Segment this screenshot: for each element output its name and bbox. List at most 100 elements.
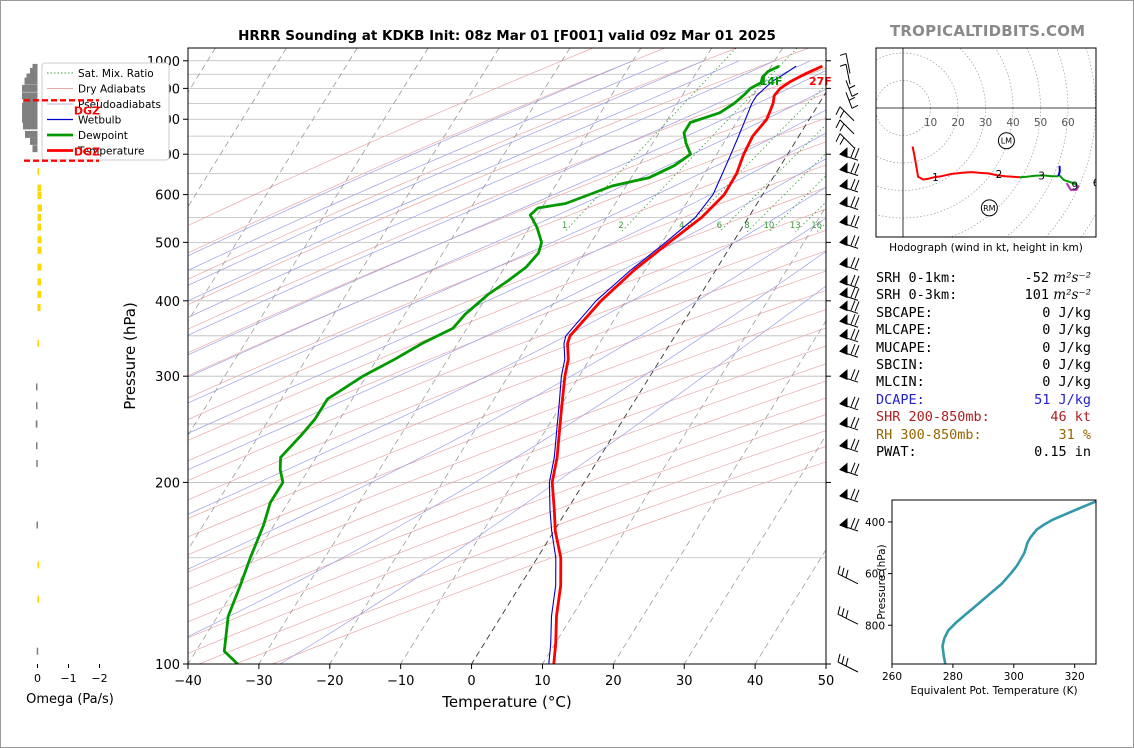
storm-motion-label: LM (1001, 137, 1012, 146)
stat-label: MUCAPE: (876, 339, 933, 356)
isotherm (258, 48, 642, 664)
dry-adiabat (188, 380, 826, 623)
x-tick-label: 0 (467, 674, 475, 689)
y-tick-label: 100 (155, 658, 180, 673)
temperature-line (550, 64, 823, 664)
omega-bar (36, 383, 38, 391)
pseudoadiabat (188, 60, 740, 302)
hodograph-caption: Hodograph (wind in kt, height in km) (889, 242, 1083, 254)
storm-motion-label: RM (983, 204, 996, 213)
omega-bar (37, 192, 42, 199)
theta-e-y-label: Pressure (hPa) (876, 544, 888, 619)
theta-e-y-tick-label: 600 (865, 569, 885, 581)
omega-bar (30, 68, 38, 75)
wind-barb (839, 287, 860, 301)
hodograph-height-label: 9 (1072, 181, 1079, 193)
hodograph-ring-label: 30 (979, 117, 992, 129)
stat-number: -52 (1024, 270, 1050, 286)
omega-bar (32, 63, 38, 71)
wind-barb (839, 63, 851, 85)
theta-e-y-tick-label: 400 (865, 517, 885, 529)
stat-row: SHR 200-850mb: 46 kt (876, 409, 1091, 426)
omega-bar (37, 168, 39, 176)
theta-e-y-tick-label: 800 (865, 620, 885, 632)
mixing-ratio-label: 8 (744, 221, 749, 231)
omega-panel: 0 −1 −2 Omega (Pa/s) DGZ DGZ (22, 63, 114, 707)
pseudoadiabat (188, 70, 826, 356)
isotherm (188, 48, 358, 322)
wind-barb (839, 369, 860, 383)
dry-adiabat (188, 187, 826, 441)
wind-barb (839, 162, 860, 177)
isotherm (188, 48, 571, 664)
wind-barb (839, 178, 860, 193)
dry-adiabat (188, 48, 666, 254)
stat-label: PWAT: (876, 444, 917, 461)
stat-value: -52 m²s⁻² (1025, 270, 1091, 287)
omega-bar (37, 246, 42, 254)
pseudoadiabat (188, 186, 826, 515)
wind-barb (839, 300, 860, 314)
hodograph-frame (875, 47, 1097, 238)
omega-bar (36, 442, 38, 450)
isotherm (683, 434, 826, 664)
dgz-label: DGZ (74, 104, 100, 117)
hodograph-ring-label: 10 (924, 117, 937, 129)
stat-value: 101 m²s⁻² (1025, 287, 1091, 304)
storm-motion-marker (997, 132, 1015, 150)
legend-item: Dewpoint (78, 130, 128, 142)
stat-value: 46 kt (1050, 409, 1091, 426)
stat-number: 101 (1024, 287, 1050, 304)
mixing-ratio-label: 1 (562, 221, 567, 231)
mixing-ratio-label: 16 (811, 221, 822, 231)
wind-barb (839, 196, 860, 210)
legend-item: Wetbulb (78, 115, 122, 127)
mixing-ratio-line (746, 152, 826, 233)
dewpoint-line (222, 64, 780, 664)
dry-adiabat (188, 363, 826, 607)
dewpoint-surface-label: 14F (760, 75, 783, 88)
x-tick-label: −30 (245, 674, 272, 689)
pseudoadiabat (188, 60, 775, 318)
wind-barb (839, 462, 860, 477)
mixing-ratio-label: 30 (878, 221, 889, 231)
dry-adiabat (188, 414, 826, 654)
stat-label: SBCIN: (876, 357, 925, 374)
wind-barb (837, 653, 859, 673)
stat-value: 0 J/kg (1042, 357, 1091, 374)
pseudoadiabat (188, 250, 826, 638)
stat-value: 0.15 in (1034, 444, 1091, 461)
x-axis-label: Temperature (°C) (441, 693, 571, 711)
dry-adiabat (188, 93, 826, 354)
pseudoadiabat (188, 60, 669, 271)
dry-adiabat (188, 48, 809, 305)
wind-barbs (835, 52, 860, 673)
stat-label: MLCIN: (876, 374, 925, 391)
mixing-ratio-line (860, 48, 1056, 232)
wind-barb (837, 606, 859, 625)
legend-item: Dry Adiabats (78, 84, 146, 96)
temperature-surface-label: 27F (809, 75, 832, 88)
stat-row: DCAPE: 51 J/kg (876, 392, 1091, 409)
omega-bar (26, 73, 38, 81)
mixing-ratio-label: 6 (717, 221, 722, 231)
hodograph-trace (1057, 165, 1061, 177)
pseudoadiabat (188, 60, 634, 257)
dry-adiabat (188, 141, 826, 399)
omega-bar (36, 460, 38, 467)
pseudoadiabat (188, 109, 826, 404)
mixing-ratio-label: 36 (898, 221, 909, 231)
y-tick-label: 600 (155, 189, 180, 204)
wind-barb (839, 257, 860, 271)
omega-tick-label: −2 (91, 672, 107, 685)
storm-motion-marker (980, 199, 998, 217)
stat-row: SBCAPE: 0 J/kg (876, 305, 1091, 322)
wind-barb (839, 438, 860, 453)
dry-adiabat (188, 345, 826, 590)
skewt-plot: 1 2 4 6 8 10 13 16 20 24 30 36 (188, 48, 1056, 664)
wind-barb (845, 92, 859, 109)
wind-barb (839, 215, 860, 229)
omega-bar (37, 213, 41, 221)
x-tick-label: 50 (818, 674, 835, 689)
